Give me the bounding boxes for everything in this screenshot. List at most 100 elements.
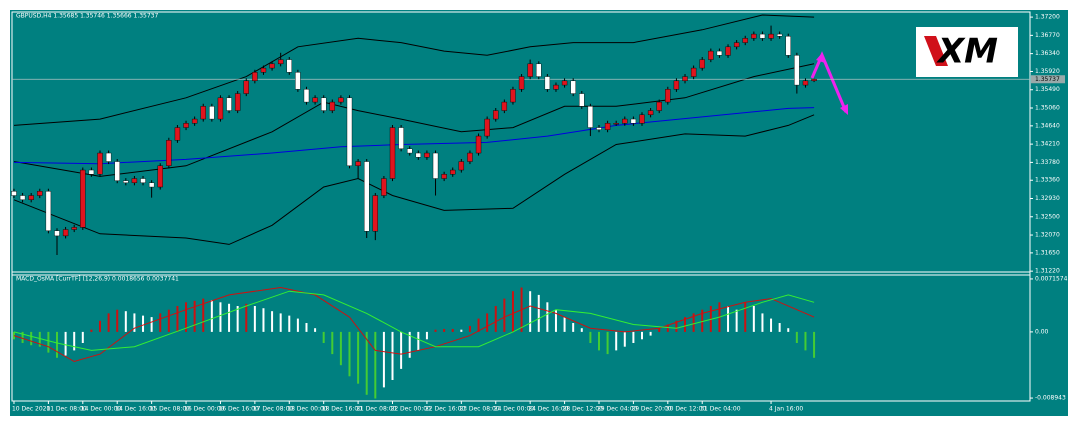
logo-mark: [924, 36, 948, 66]
y-tick-label: 1.32070: [1035, 232, 1060, 239]
candle-body: [690, 67, 697, 77]
candle-body: [544, 76, 551, 90]
candle-body: [432, 152, 439, 179]
candle-body: [484, 118, 490, 137]
x-tick-label: 24 Dec 16:00: [528, 406, 569, 413]
candle-body: [441, 174, 447, 179]
candle-body: [140, 178, 146, 183]
candle-body: [527, 63, 533, 77]
candle-body: [475, 135, 482, 154]
indicator-line: [13, 114, 815, 245]
x-tick-label: 22 Dec 16:00: [425, 406, 466, 413]
candle-body: [622, 118, 628, 124]
candle-body: [260, 67, 267, 73]
candle-body: [596, 127, 602, 130]
y-tick-label: 1.34210: [1035, 141, 1060, 148]
candle-body: [398, 127, 404, 149]
candle-body: [209, 106, 215, 120]
candle-body: [579, 93, 585, 107]
candle-body: [364, 161, 370, 232]
candle-body: [553, 84, 559, 90]
x-tick-label: 29 Dec 04:00: [597, 406, 638, 413]
x-tick-label: 15 Dec 08:00: [150, 406, 191, 413]
candle-body: [320, 97, 327, 111]
candle-body: [501, 101, 508, 111]
candle-body: [716, 50, 723, 56]
candle-body: [183, 123, 189, 128]
logo-text: XM: [936, 32, 998, 72]
candle-body: [424, 152, 430, 158]
candle-body: [467, 152, 473, 162]
symbol-title: GBPUSD,H4 1.35685 1.35746 1.35666 1.3573…: [16, 13, 158, 20]
x-tick-label: 16 Dec 00:00: [184, 406, 225, 413]
y-tick-label: 1.33780: [1035, 159, 1060, 166]
candle-body: [243, 80, 249, 94]
x-tick-label: 21 Dec 08:00: [356, 406, 397, 413]
candle-body: [312, 97, 318, 103]
candle-body: [191, 118, 198, 124]
x-tick-label: 28 Dec 12:00: [563, 406, 604, 413]
candle-body: [389, 127, 396, 179]
indicator-line: [13, 107, 815, 165]
candle-body: [97, 152, 103, 175]
y-tick-label: -0.008943: [1035, 395, 1066, 402]
candle-body: [355, 161, 361, 166]
candle-body: [450, 169, 456, 175]
candle-body: [11, 191, 17, 196]
indicator-title: MACD_OsMA [CurrTF] (12,26,9) 0.0018656 0…: [16, 276, 179, 283]
candle-body: [269, 63, 275, 69]
y-tick-label: 1.35060: [1035, 105, 1060, 112]
candle-body: [295, 72, 301, 90]
x-tick-label: 11 Dec 08:00: [46, 406, 87, 413]
y-tick-label: 1.32500: [1035, 213, 1060, 220]
candle-body: [742, 38, 748, 43]
candle-body: [88, 169, 95, 175]
y-tick-label: 1.35490: [1035, 86, 1060, 93]
y-tick-label: 1.37200: [1035, 14, 1060, 21]
candle-body: [604, 123, 611, 130]
candle-body: [759, 33, 766, 39]
candle-body: [329, 101, 335, 111]
frame: [11, 11, 1031, 402]
y-tick-label: 1.35920: [1035, 68, 1060, 75]
candle-body: [131, 178, 138, 183]
x-tick-label: 14 Dec 16:00: [115, 406, 156, 413]
candle-body: [570, 80, 576, 94]
candle-body: [37, 191, 43, 196]
x-tick-label: 14 Dec 00:00: [81, 406, 122, 413]
candle-body: [303, 89, 310, 103]
candle-body: [338, 97, 344, 103]
x-tick-label: 4 Jan 16:00: [769, 406, 803, 413]
candle-body: [802, 80, 809, 86]
x-tick-label: 10 Dec 2020: [12, 406, 51, 413]
y-tick-label: 0.0071574: [1035, 275, 1068, 282]
candle-body: [372, 195, 379, 232]
candle-body: [518, 76, 525, 90]
candle-body: [458, 161, 465, 171]
candle-body: [656, 101, 662, 111]
candle-body: [45, 191, 52, 231]
price-tag: [1031, 75, 1065, 84]
candle-body: [226, 97, 232, 111]
candle-body: [148, 182, 155, 188]
candle-body: [776, 33, 783, 37]
x-tick-label: 22 Dec 00:00: [391, 406, 432, 413]
candle-body: [785, 36, 791, 56]
y-tick-label: 1.34640: [1035, 122, 1060, 129]
candle-body: [381, 178, 387, 196]
y-tick-label: 1.32930: [1035, 195, 1060, 202]
candle-body: [234, 93, 241, 111]
candle-body: [105, 152, 112, 162]
candle-body: [673, 80, 680, 90]
y-tick-label: 1.36770: [1035, 32, 1060, 39]
candle-body: [407, 148, 413, 154]
candle-body: [536, 63, 542, 77]
candle-body: [630, 118, 637, 124]
x-tick-label: 30 Dec 12:00: [666, 406, 707, 413]
candle-body: [19, 195, 26, 200]
candle-body: [725, 46, 731, 56]
candle-body: [252, 72, 258, 82]
y-tick-label: 1.31220: [1035, 268, 1060, 275]
candle-body: [80, 169, 86, 228]
